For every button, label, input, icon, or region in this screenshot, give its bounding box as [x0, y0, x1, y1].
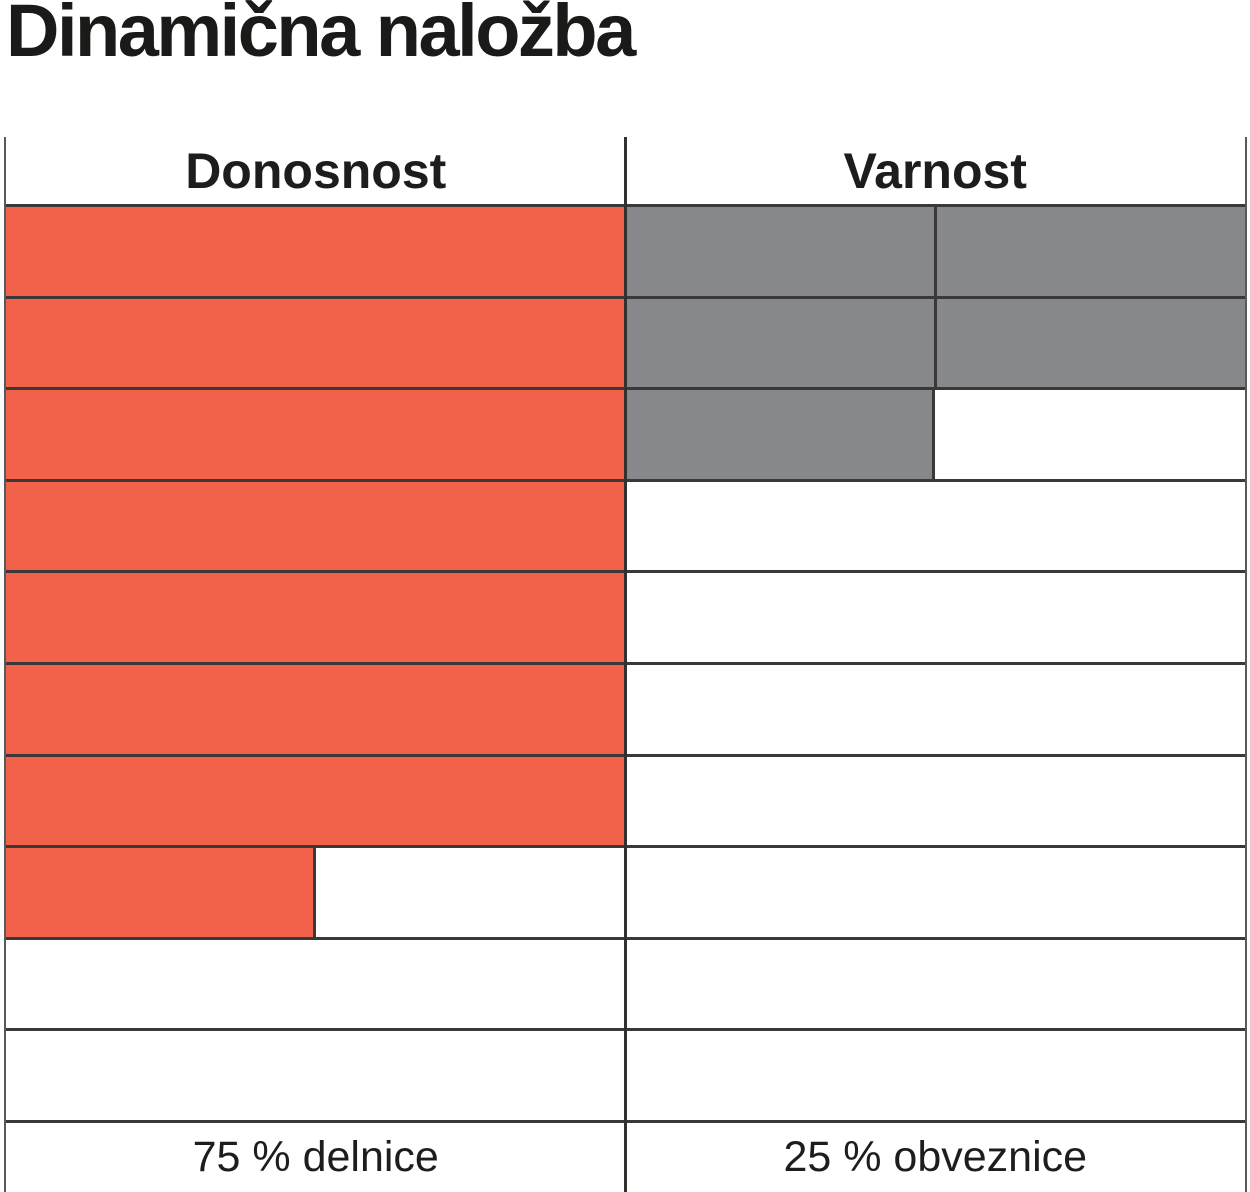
rating-row: [625, 1028, 1245, 1120]
column-divider-line: [624, 137, 627, 1192]
rating-rows-varnost: [625, 204, 1245, 1120]
rating-fill-cell: [6, 298, 626, 388]
rating-fill-cell: [936, 207, 1245, 296]
column-donosnost: Donosnost 75 % delnice: [6, 137, 626, 1192]
rating-rows-donosnost: [6, 204, 626, 1120]
rating-table: Donosnost 75 % delnice Varnost 25 % obve…: [4, 137, 1247, 1192]
rating-row: [625, 753, 1245, 846]
rating-row: [6, 204, 626, 296]
column-header-varnost: Varnost: [843, 142, 1027, 199]
rating-row: [6, 478, 626, 571]
rating-row: [625, 570, 1245, 662]
rating-fill-cell: [6, 481, 626, 571]
rating-row: [625, 295, 1245, 388]
rating-row: [6, 570, 626, 662]
rating-fill-cell: [625, 207, 934, 296]
rating-row: [625, 204, 1245, 296]
rating-row: [6, 1028, 626, 1120]
rating-row: [6, 295, 626, 388]
rating-fill-cell: [6, 756, 626, 846]
rating-fill-cell: [936, 298, 1245, 388]
rating-fill-cell: [6, 573, 626, 662]
rating-row: [625, 387, 1245, 479]
rating-row: [6, 661, 626, 754]
rating-row: [6, 753, 626, 846]
rating-fill-cell: [625, 298, 934, 388]
rating-row: [625, 845, 1245, 937]
rating-fill-cell: [6, 390, 626, 479]
column-footer-varnost: 25 % obveznice: [625, 1120, 1245, 1192]
rating-fill-half-cell: [6, 848, 316, 937]
column-varnost: Varnost 25 % obveznice: [625, 137, 1245, 1192]
rating-row: [6, 845, 626, 937]
rating-fill-cell: [6, 664, 626, 754]
column-header-donosnost: Donosnost: [185, 142, 447, 199]
rating-fill-cell: [6, 207, 626, 296]
rating-fill-half-cell: [625, 390, 936, 479]
rating-row: [6, 387, 626, 479]
page-title: Dinamična naložba: [6, 0, 636, 72]
half-cell-divider-line: [933, 207, 937, 296]
rating-row: [625, 936, 1245, 1029]
rating-row: [625, 478, 1245, 571]
half-cell-divider-line: [933, 298, 937, 388]
rating-row: [6, 936, 626, 1029]
rating-row: [625, 661, 1245, 754]
column-footer-donosnost: 75 % delnice: [6, 1120, 626, 1192]
